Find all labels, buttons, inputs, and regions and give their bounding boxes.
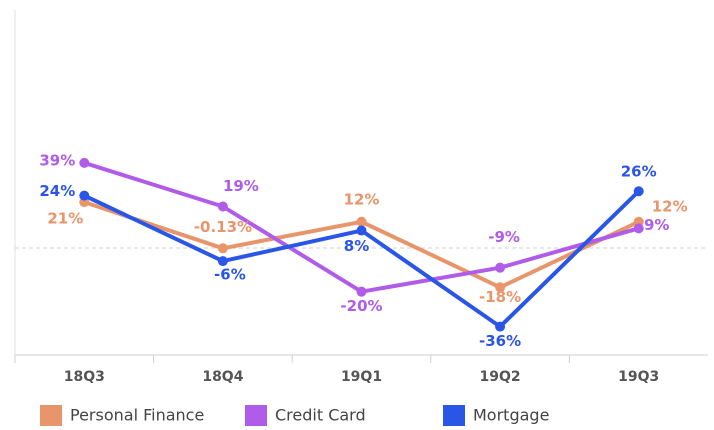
x-tick-label: 18Q4 [202, 369, 243, 385]
data-point [495, 321, 506, 332]
data-point [79, 190, 90, 201]
legend-label: Personal Finance [70, 406, 204, 425]
data-point [217, 256, 228, 267]
x-tick-label: 19Q3 [618, 369, 659, 385]
data-label: 8% [344, 237, 369, 255]
data-label: 21% [47, 210, 83, 228]
data-label: 12% [344, 190, 380, 208]
data-label: 12% [652, 197, 688, 215]
data-point [495, 262, 506, 273]
data-label: -0.13% [194, 218, 252, 236]
legend-swatch [443, 405, 465, 426]
data-label: -20% [340, 297, 382, 315]
data-point [356, 286, 367, 297]
x-tick-label: 18Q3 [64, 369, 105, 385]
data-point [79, 157, 90, 168]
data-point [217, 243, 228, 254]
data-label: -6% [214, 266, 246, 284]
legend-swatch [40, 405, 62, 426]
data-label: -36% [479, 332, 521, 350]
data-label: 26% [621, 163, 657, 181]
data-label: 39% [39, 151, 75, 169]
x-tick-label: 19Q1 [341, 369, 382, 385]
data-label: 9% [644, 216, 669, 234]
x-tick-label: 19Q2 [480, 369, 521, 385]
data-point [356, 216, 367, 227]
data-point [495, 282, 506, 293]
legend-label: Mortgage [473, 406, 549, 425]
data-point [356, 225, 367, 236]
data-point [217, 201, 228, 212]
legend-label: Credit Card [275, 406, 366, 425]
data-point [633, 186, 644, 197]
data-label: -9% [488, 228, 520, 246]
legend-swatch [245, 405, 267, 426]
data-point [633, 223, 644, 234]
data-label: -18% [479, 288, 521, 306]
data-label: 19% [223, 177, 259, 195]
data-label: 24% [39, 182, 75, 200]
